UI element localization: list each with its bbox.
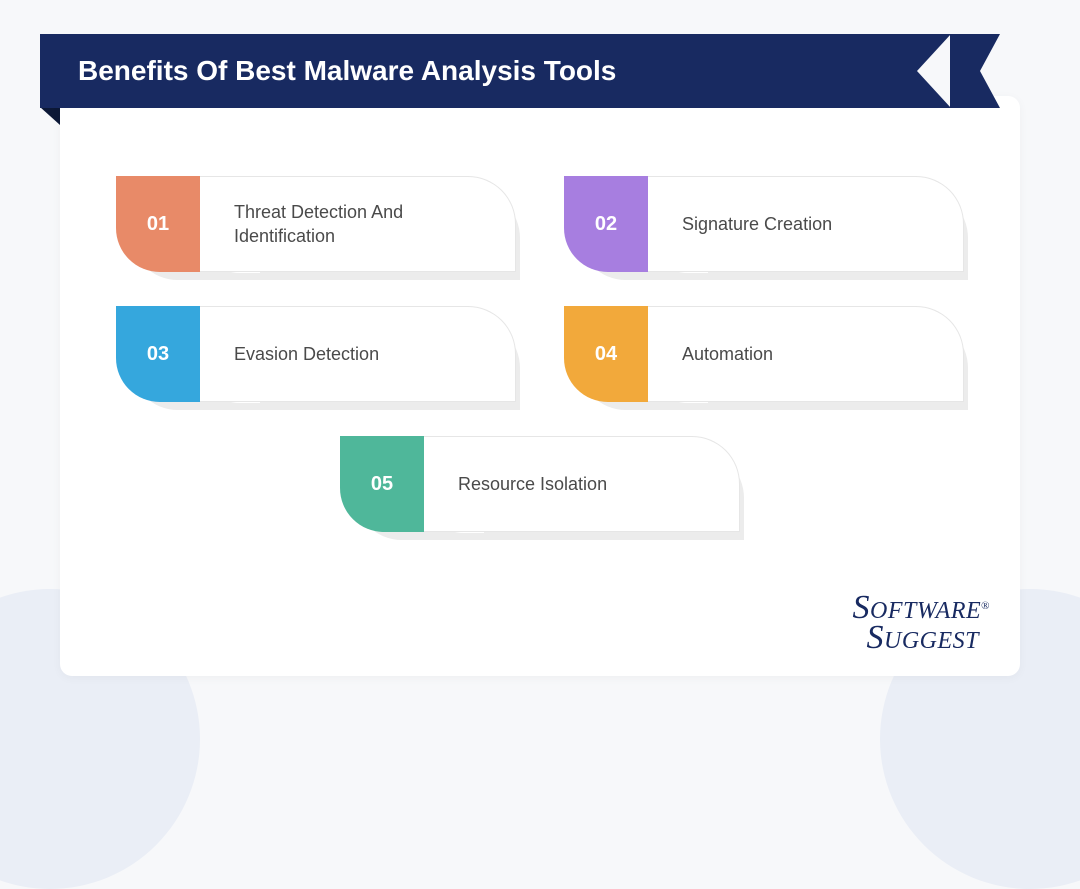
- benefit-label: Evasion Detection: [234, 342, 379, 366]
- ribbon-tail: [950, 34, 1000, 108]
- benefit-label-body: Threat Detection And Identification: [200, 176, 516, 272]
- benefit-label-body: Resource Isolation: [424, 436, 740, 532]
- benefit-label-body: Signature Creation: [648, 176, 964, 272]
- benefit-number: 01: [147, 213, 169, 236]
- content-card: 01 Threat Detection And Identification 02 S…: [60, 96, 1020, 676]
- benefit-number: 04: [595, 343, 617, 366]
- logo-registered: ®: [981, 600, 990, 612]
- benefit-item: 05 Resource Isolation: [340, 436, 740, 532]
- benefit-number-badge: 04: [564, 306, 648, 402]
- benefit-label-body: Evasion Detection: [200, 306, 516, 402]
- benefit-number: 03: [147, 343, 169, 366]
- benefit-item: 02 Signature Creation: [564, 176, 964, 272]
- benefit-label-body: Automation: [648, 306, 964, 402]
- benefit-item: 04 Automation: [564, 306, 964, 402]
- benefit-item: 01 Threat Detection And Identification: [116, 176, 516, 272]
- benefit-number-badge: 01: [116, 176, 200, 272]
- page-title: Benefits Of Best Malware Analysis Tools: [78, 55, 616, 87]
- benefit-number: 02: [595, 213, 617, 236]
- benefit-number-badge: 05: [340, 436, 424, 532]
- benefit-label: Threat Detection And Identification: [234, 200, 487, 249]
- benefit-number: 05: [371, 473, 393, 496]
- header-ribbon-body: Benefits Of Best Malware Analysis Tools: [40, 34, 950, 108]
- ribbon-notch: [917, 34, 951, 108]
- header-ribbon: Benefits Of Best Malware Analysis Tools: [40, 34, 1000, 108]
- logo-big-s-2: S: [867, 619, 885, 656]
- benefit-number-badge: 02: [564, 176, 648, 272]
- benefit-label: Automation: [682, 342, 773, 366]
- softwaresuggest-logo: SOFTWARE® SUGGEST: [853, 593, 991, 654]
- benefit-item: 03 Evasion Detection: [116, 306, 516, 402]
- benefit-number-badge: 03: [116, 306, 200, 402]
- logo-rest-2: UGGEST: [884, 628, 979, 654]
- ribbon-fold: [40, 107, 60, 125]
- benefit-label: Signature Creation: [682, 212, 832, 236]
- benefit-label: Resource Isolation: [458, 472, 607, 496]
- benefits-grid: 01 Threat Detection And Identification 02 S…: [60, 176, 1020, 532]
- logo-rest-1: OFTWARE: [870, 598, 981, 624]
- logo-line-2: SUGGEST: [867, 623, 991, 654]
